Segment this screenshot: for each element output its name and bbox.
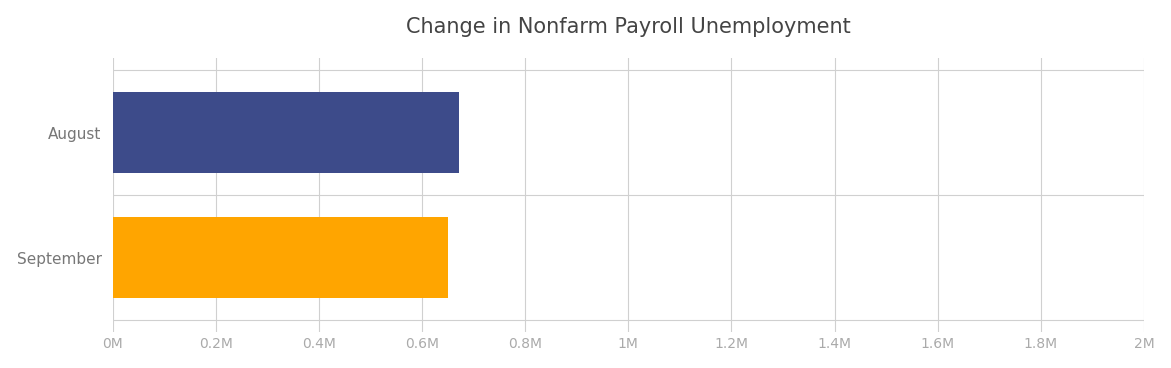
Bar [112,217,448,298]
Bar [112,92,459,173]
Title: Change in Nonfarm Payroll Unemployment: Change in Nonfarm Payroll Unemployment [406,17,851,37]
